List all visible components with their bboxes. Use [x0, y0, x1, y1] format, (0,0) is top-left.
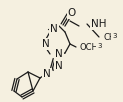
Text: OCH: OCH	[80, 43, 99, 52]
Text: O: O	[68, 8, 76, 18]
Text: N: N	[43, 69, 51, 79]
Text: N: N	[55, 49, 63, 59]
Text: 3: 3	[112, 33, 116, 39]
Text: 3: 3	[97, 43, 101, 49]
Text: NH: NH	[91, 19, 107, 29]
Text: CH: CH	[104, 33, 116, 42]
Text: N: N	[42, 39, 50, 49]
Text: N: N	[50, 24, 58, 34]
Text: N: N	[55, 61, 63, 71]
